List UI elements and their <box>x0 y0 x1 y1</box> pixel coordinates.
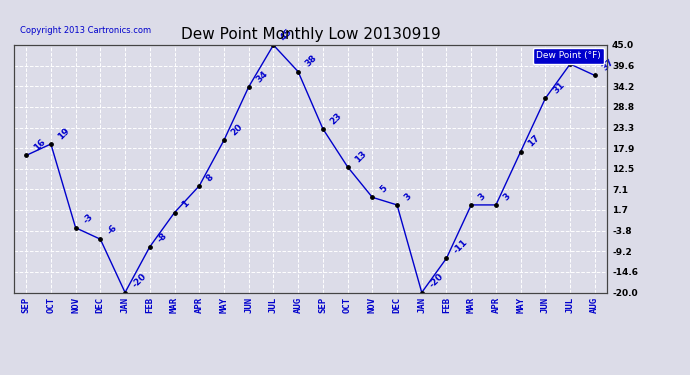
Point <box>317 126 328 132</box>
Point <box>441 255 452 261</box>
Point <box>169 210 180 216</box>
Text: 3: 3 <box>502 191 512 202</box>
Point <box>367 194 378 200</box>
Point <box>21 152 32 158</box>
Point <box>416 290 427 296</box>
Point <box>243 84 254 90</box>
Point <box>540 95 551 101</box>
Text: Copyright 2013 Cartronics.com: Copyright 2013 Cartronics.com <box>20 26 151 35</box>
Point <box>219 137 230 143</box>
Point <box>268 42 279 48</box>
Point <box>144 244 155 250</box>
Text: 3: 3 <box>402 191 413 202</box>
Point <box>589 72 600 78</box>
Text: 17: 17 <box>526 134 542 149</box>
Text: 38: 38 <box>304 54 319 69</box>
Text: -11: -11 <box>452 238 470 255</box>
Text: 34: 34 <box>254 69 270 84</box>
Text: -6: -6 <box>106 223 119 236</box>
Text: 3: 3 <box>477 191 488 202</box>
Legend: Dew Point (°F): Dew Point (°F) <box>533 48 604 64</box>
Text: 19: 19 <box>57 126 72 141</box>
Text: -8: -8 <box>155 231 169 244</box>
Point <box>515 148 526 154</box>
Text: -20: -20 <box>130 272 148 290</box>
Point <box>293 69 304 75</box>
Text: 16: 16 <box>32 138 47 153</box>
Point <box>564 61 575 67</box>
Text: -20: -20 <box>427 272 445 290</box>
Point <box>46 141 57 147</box>
Text: 20: 20 <box>230 122 245 137</box>
Point <box>119 290 130 296</box>
Text: 37: 37 <box>600 57 615 73</box>
Text: 1: 1 <box>180 199 191 210</box>
Text: 23: 23 <box>328 111 344 126</box>
Point <box>391 202 402 208</box>
Text: 8: 8 <box>205 172 215 183</box>
Point <box>342 164 353 170</box>
Text: -3: -3 <box>81 211 95 225</box>
Point <box>491 202 502 208</box>
Point <box>95 236 106 242</box>
Title: Dew Point Monthly Low 20130919: Dew Point Monthly Low 20130919 <box>181 27 440 42</box>
Text: 45: 45 <box>279 27 294 42</box>
Point <box>466 202 477 208</box>
Text: 40: 40 <box>575 46 591 61</box>
Point <box>70 225 81 231</box>
Text: 13: 13 <box>353 149 368 164</box>
Text: 5: 5 <box>378 184 388 195</box>
Point <box>194 183 205 189</box>
Text: 31: 31 <box>551 80 566 96</box>
